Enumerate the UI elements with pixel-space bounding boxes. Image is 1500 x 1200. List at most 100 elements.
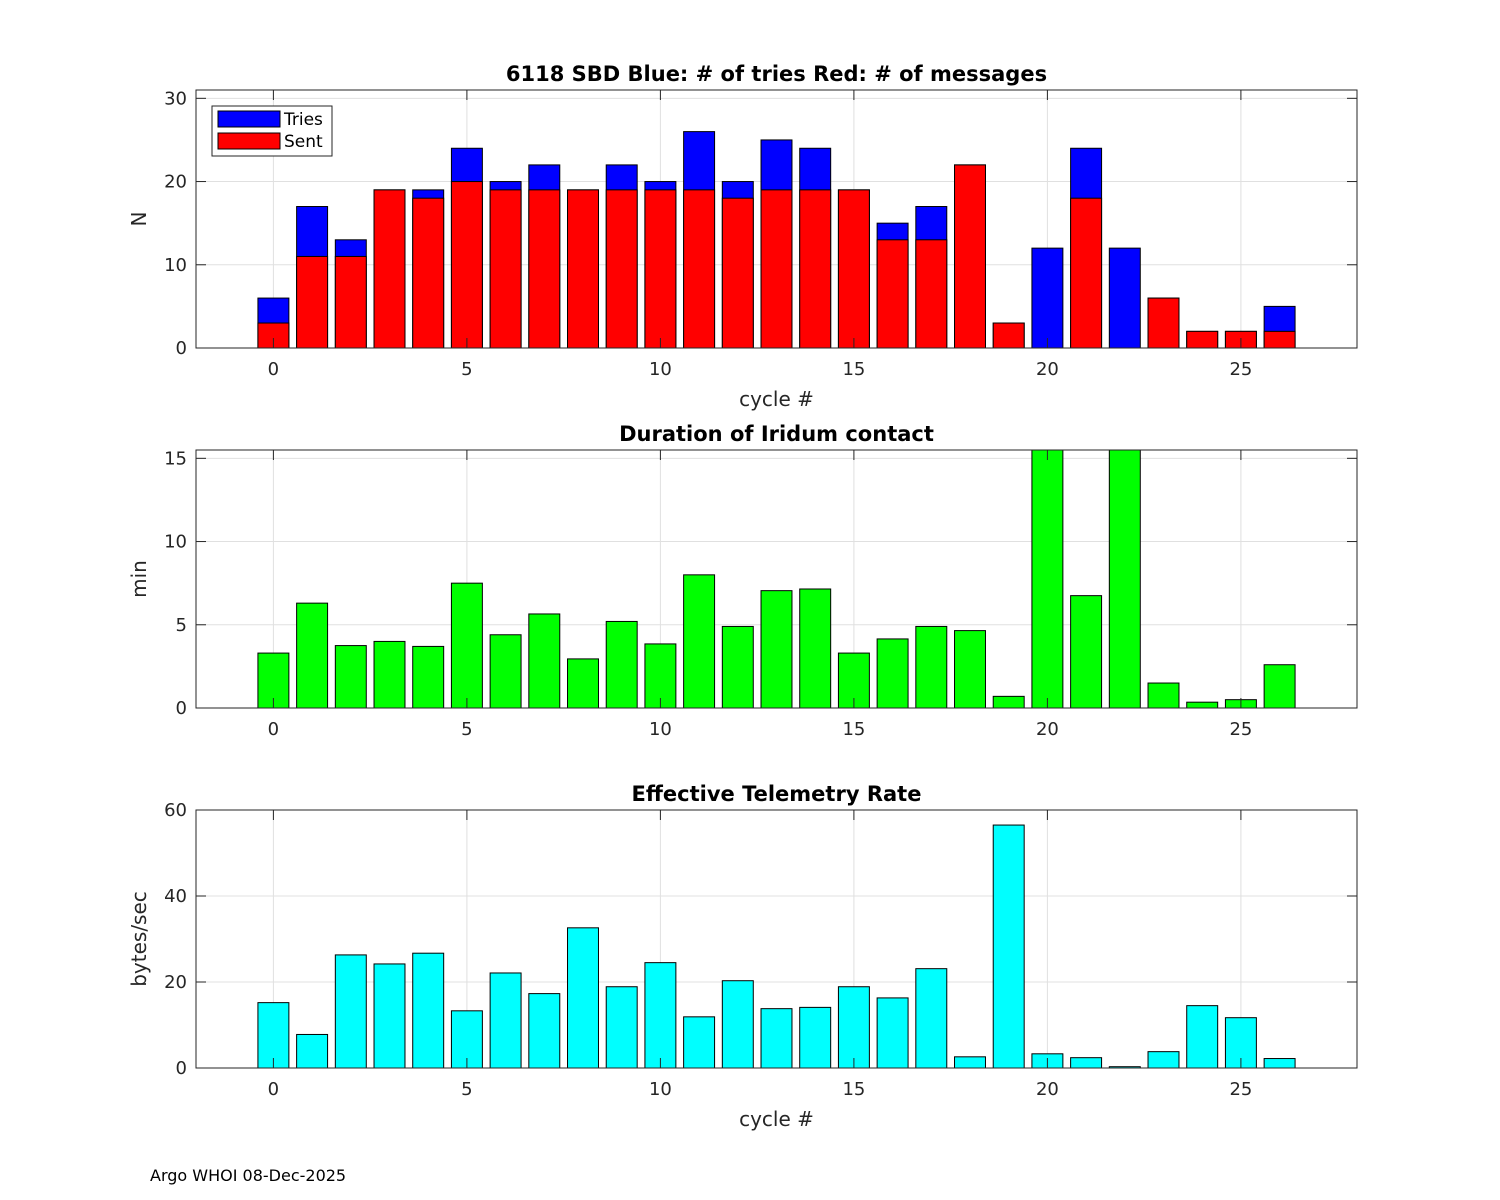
y-tick-label: 30 bbox=[164, 88, 187, 109]
bar-rate-16 bbox=[876, 997, 909, 1069]
bar-rate-8 bbox=[567, 927, 599, 1069]
chart-title: Effective Telemetry Rate bbox=[632, 782, 922, 806]
bar-sent-9 bbox=[605, 189, 638, 349]
bar-duration-23 bbox=[1147, 682, 1180, 709]
bar-duration-8 bbox=[567, 658, 599, 709]
y-tick-label: 20 bbox=[164, 972, 187, 993]
y-tick-label: 0 bbox=[176, 338, 187, 359]
bar-sent-24 bbox=[1186, 330, 1219, 349]
chart-panel-2: 0 5 10 15 20 25 0 5 10 15 Duration of Iridum conta… bbox=[127, 422, 1358, 740]
x-tick-label: 10 bbox=[649, 359, 672, 380]
y-tick-label: 0 bbox=[176, 1058, 187, 1079]
bar-duration-9 bbox=[605, 620, 638, 709]
x-tick-label: 5 bbox=[461, 359, 472, 380]
y-axis-label: N bbox=[127, 212, 151, 227]
bar-sent-23 bbox=[1147, 297, 1180, 349]
legend-swatch-sent bbox=[217, 132, 281, 150]
y-tick-label: 20 bbox=[164, 172, 187, 193]
bar-rate-9 bbox=[605, 986, 638, 1069]
axes-box bbox=[195, 809, 1358, 1069]
bar-sent-5 bbox=[450, 181, 483, 349]
x-tick-label: 0 bbox=[268, 719, 279, 740]
bar-rate-11 bbox=[683, 1016, 716, 1069]
bar-duration-1 bbox=[296, 602, 329, 709]
bar-duration-7 bbox=[528, 613, 561, 709]
bar-sent-13 bbox=[760, 189, 793, 349]
x-tick-label: 20 bbox=[1036, 359, 1059, 380]
bar-sent-7 bbox=[528, 189, 561, 349]
x-axis-label: cycle # bbox=[739, 387, 814, 411]
bar-rate-1 bbox=[296, 1033, 329, 1069]
x-tick-label: 10 bbox=[649, 719, 672, 740]
bar-duration-21 bbox=[1070, 595, 1103, 709]
bar-sent-4 bbox=[412, 197, 445, 349]
y-axis-label: bytes/sec bbox=[127, 891, 151, 987]
x-tick-label: 20 bbox=[1036, 1079, 1059, 1100]
bar-duration-24 bbox=[1186, 701, 1219, 709]
x-tick-label: 20 bbox=[1036, 719, 1059, 740]
bar-sent-21 bbox=[1070, 197, 1103, 349]
bar-sent-6 bbox=[489, 189, 522, 349]
x-tick-label: 15 bbox=[842, 359, 865, 380]
y-tick-label: 40 bbox=[164, 886, 187, 907]
bar-duration-12 bbox=[721, 625, 754, 709]
x-tick-label: 0 bbox=[268, 1079, 279, 1100]
bar-rate-19 bbox=[992, 824, 1025, 1069]
bar-rate-6 bbox=[489, 972, 522, 1069]
bar-rate-2 bbox=[334, 954, 367, 1069]
bar-sent-15 bbox=[837, 189, 870, 349]
bar-duration-16 bbox=[876, 638, 909, 709]
bar-sent-12 bbox=[721, 197, 754, 349]
bar-sent-2 bbox=[334, 255, 367, 349]
y-axis-label: min bbox=[127, 560, 151, 598]
bar-sent-19 bbox=[992, 322, 1025, 349]
bar-duration-4 bbox=[412, 645, 445, 709]
bar-sent-10 bbox=[644, 189, 677, 349]
bar-rate-14 bbox=[799, 1006, 832, 1069]
bar-duration-3 bbox=[373, 640, 406, 709]
bar-rate-10 bbox=[644, 962, 677, 1069]
bar-tries-20 bbox=[1031, 247, 1064, 349]
bar-rate-7 bbox=[528, 993, 561, 1069]
bar-rate-12 bbox=[721, 980, 754, 1069]
bar-duration-17 bbox=[915, 625, 948, 709]
y-tick-label: 5 bbox=[176, 615, 187, 636]
bar-sent-11 bbox=[683, 189, 716, 349]
bar-rate-13 bbox=[760, 1008, 793, 1069]
bar-rate-18 bbox=[954, 1056, 986, 1069]
y-tick-label: 60 bbox=[164, 800, 187, 821]
y-tick-label: 10 bbox=[164, 255, 187, 276]
x-tick-label: 25 bbox=[1229, 359, 1252, 380]
x-tick-label: 0 bbox=[268, 359, 279, 380]
bar-rate-26 bbox=[1263, 1058, 1296, 1069]
x-tick-label: 15 bbox=[842, 1079, 865, 1100]
x-tick-label: 25 bbox=[1229, 719, 1252, 740]
x-tick-label: 5 bbox=[461, 719, 472, 740]
bar-duration-20 bbox=[1031, 449, 1064, 709]
chart-title: 6118 SBD Blue: # of tries Red: # of mess… bbox=[506, 62, 1047, 86]
bar-duration-22 bbox=[1108, 449, 1141, 709]
chart-panel-1: 0 5 10 15 20 25 0 10 20 30 6118 SBD Blue: # of tri… bbox=[127, 62, 1358, 411]
bar-duration-13 bbox=[760, 590, 793, 709]
bar-sent-26 bbox=[1263, 330, 1296, 349]
bar-rate-4 bbox=[412, 952, 445, 1069]
bar-sent-14 bbox=[799, 189, 832, 349]
bar-sent-17 bbox=[915, 239, 948, 349]
bar-sent-18 bbox=[954, 164, 986, 349]
y-tick-label: 10 bbox=[164, 532, 187, 553]
bar-rate-23 bbox=[1147, 1051, 1180, 1069]
x-tick-label: 5 bbox=[461, 1079, 472, 1100]
bar-rate-0 bbox=[257, 1002, 290, 1069]
bar-sent-1 bbox=[296, 255, 329, 349]
bar-rate-15 bbox=[837, 986, 870, 1069]
x-axis-label: cycle # bbox=[739, 1107, 814, 1131]
legend-label-sent: Sent bbox=[284, 132, 323, 152]
axes-box bbox=[195, 89, 1358, 349]
bar-duration-19 bbox=[992, 695, 1025, 709]
bar-sent-3 bbox=[373, 189, 406, 349]
bar-rate-17 bbox=[915, 968, 948, 1069]
bar-duration-11 bbox=[683, 574, 716, 709]
axes-box bbox=[195, 449, 1358, 709]
bar-duration-2 bbox=[334, 645, 367, 709]
